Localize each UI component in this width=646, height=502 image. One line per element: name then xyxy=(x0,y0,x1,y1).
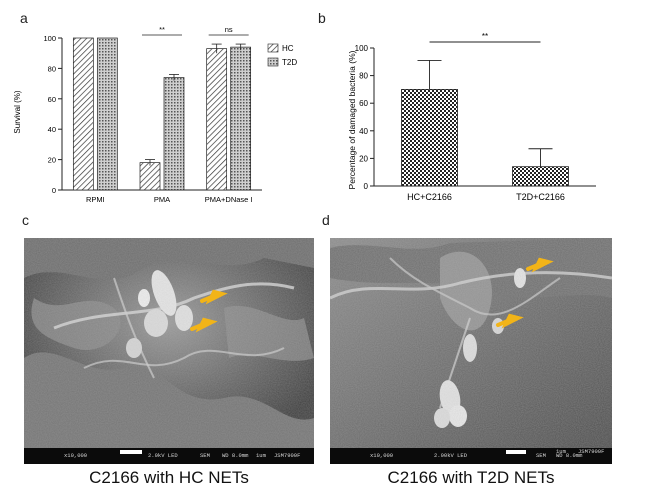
survival-bar-chart: 0 20 40 60 80 100 RPMI PMA PMA+DNase I ** ns Surv… xyxy=(13,25,297,204)
chart-a-y-axis-label: Survival (%) xyxy=(13,90,22,133)
sem-scale-c: 1um xyxy=(256,452,266,459)
chart-a-x-tick-label: PMA+DNase I xyxy=(205,195,253,204)
sem-texture-d xyxy=(330,238,612,448)
chart-a-significance-label: ** xyxy=(159,25,165,34)
scale-bar-c xyxy=(120,450,142,454)
sem-wd-d: WD 8.0mm xyxy=(556,452,583,459)
legend-swatch-hc xyxy=(267,43,279,53)
sem-device-d: JSM7900F xyxy=(578,448,605,455)
sem-scale-d: 1um xyxy=(556,448,566,455)
arrow-indicator-d1 xyxy=(526,257,554,273)
chart-b-y-tick-label: 0 xyxy=(364,182,369,191)
sem-wd-c: WD 8.0mm xyxy=(222,452,249,459)
chart-b-y-tick-label: 60 xyxy=(359,99,368,108)
damaged-bacteria-bar-chart: 0 20 40 60 80 100 HC+C2166 T2D+C2166 ** Percent… xyxy=(347,32,596,202)
chart-a-bar xyxy=(139,162,161,191)
caption-d: C2166 with T2D NETs xyxy=(387,468,555,487)
chart-a-y-tick-label: 40 xyxy=(48,125,56,134)
sem-mag-d: x10,000 xyxy=(370,452,394,459)
chart-a-bar xyxy=(206,48,228,191)
arrow-indicator-c1 xyxy=(200,289,228,305)
chart-b-y-tick-label: 80 xyxy=(359,72,368,81)
chart-b-bar xyxy=(401,89,458,187)
chart-a-legend: HC T2D xyxy=(267,43,297,67)
legend-label-t2d: T2D xyxy=(282,58,297,67)
chart-b-x-tick-label: HC+C2166 xyxy=(407,192,452,202)
chart-a-y-tick-label: 0 xyxy=(52,186,56,195)
chart-b-y-tick-label: 40 xyxy=(359,127,368,136)
panel-label-a: a xyxy=(20,10,28,26)
chart-a-bar xyxy=(230,46,252,191)
arrow-indicator-c2 xyxy=(190,317,218,333)
sem-image-hc-nets: x10,000 2.0kV LED SEM WD 8.0mm 1um JSM79… xyxy=(24,238,314,464)
chart-a-bar xyxy=(96,37,118,191)
chart-a-bar xyxy=(163,77,185,191)
sem-det-d: SEM xyxy=(536,452,546,459)
sem-kv-d: 2.00kV LED xyxy=(434,452,468,459)
chart-b-bar xyxy=(512,166,569,187)
legend-swatch-t2d xyxy=(267,57,279,67)
panel-label-d: d xyxy=(322,212,330,228)
scale-bar-d xyxy=(506,450,526,454)
chart-a-bar xyxy=(72,37,94,191)
sem-kv-c: 2.0kV LED xyxy=(148,452,178,459)
chart-a-axes: 0 20 40 60 80 100 RPMI PMA PMA+DNase I xyxy=(43,34,262,204)
sem-image-t2d-nets: x10,000 2.00kV LED SEM WD 8.0mm 1um JSM7… xyxy=(330,238,612,464)
sem-info-bar-c: x10,000 2.0kV LED SEM WD 8.0mm 1um JSM79… xyxy=(24,448,314,464)
panel-label-b: b xyxy=(318,10,326,26)
chart-a-y-tick-label: 100 xyxy=(43,34,56,43)
sem-texture-c xyxy=(24,238,314,448)
chart-a-y-tick-label: 60 xyxy=(48,95,56,104)
chart-a-x-tick-label: RPMI xyxy=(86,195,105,204)
chart-a-significance-label: ns xyxy=(225,25,233,34)
panel-label-c: c xyxy=(22,212,29,228)
chart-b-y-axis-label: Percentage of damaged bacteria (%) xyxy=(347,50,357,189)
sem-det-c: SEM xyxy=(200,452,210,459)
sem-info-bar-d: x10,000 2.00kV LED SEM WD 8.0mm 1um JSM7… xyxy=(330,448,612,464)
chart-b-y-tick-label: 100 xyxy=(355,44,369,53)
sem-device-c: JSM7900F xyxy=(274,452,301,459)
chart-a-x-tick-label: PMA xyxy=(154,195,170,204)
caption-c: C2166 with HC NETs xyxy=(89,468,249,487)
sem-mag-c: x10,000 xyxy=(64,452,88,459)
legend-label-hc: HC xyxy=(282,44,294,53)
chart-b-bars: ** xyxy=(401,32,569,187)
chart-b-significance-label: ** xyxy=(482,32,488,41)
chart-b-y-tick-label: 20 xyxy=(359,154,368,163)
chart-a-bars: ** ns xyxy=(72,25,252,191)
arrow-indicator-d2 xyxy=(496,313,524,329)
chart-a-y-tick-label: 20 xyxy=(48,156,56,165)
chart-a-y-tick-label: 80 xyxy=(48,64,56,73)
chart-b-x-tick-label: T2D+C2166 xyxy=(516,192,565,202)
